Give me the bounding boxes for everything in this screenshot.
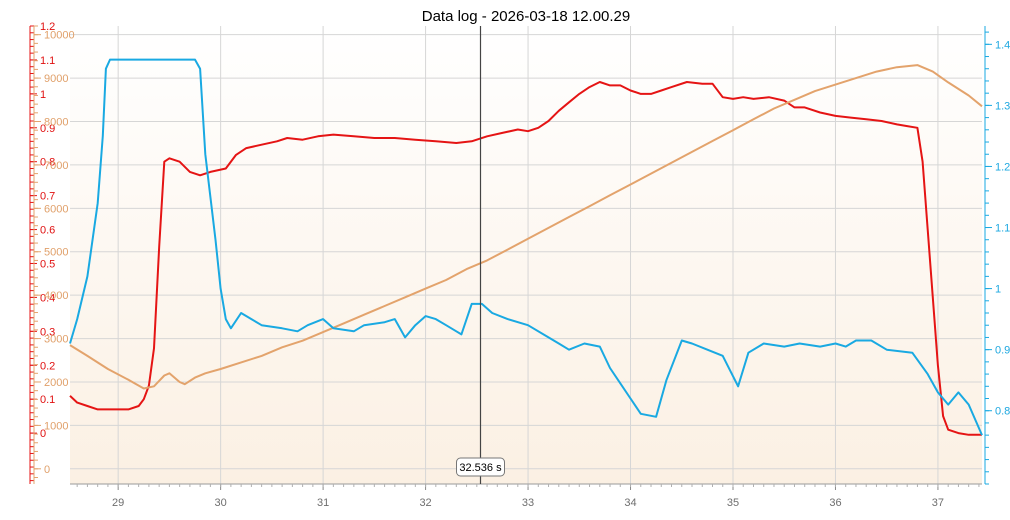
series-layer bbox=[69, 58, 983, 436]
orange-tick-label: 3000 bbox=[44, 334, 68, 346]
orange-tick-label: 9000 bbox=[44, 73, 68, 85]
red-tick-label: 0.6 bbox=[40, 225, 55, 237]
cursor-label-box[interactable] bbox=[456, 457, 506, 477]
blue-tick-label: 1.3 bbox=[995, 100, 1010, 112]
orange-tick-label: 4000 bbox=[44, 290, 68, 302]
grid-lines bbox=[70, 26, 982, 484]
red-tick-label: 0.3 bbox=[40, 326, 55, 338]
red-tick-label: 1.1 bbox=[40, 55, 55, 67]
orange-tick-label: 6000 bbox=[44, 203, 68, 215]
x-tick-label: 37 bbox=[932, 497, 944, 509]
x-tick-label: 29 bbox=[112, 497, 124, 509]
red-tick-label: 0.1 bbox=[40, 394, 55, 406]
blue-tick-label: 0.8 bbox=[995, 406, 1010, 418]
x-tick-label: 32 bbox=[419, 497, 431, 509]
red-tick-label: 0 bbox=[40, 428, 46, 440]
x-tick-label: 34 bbox=[624, 497, 636, 509]
blue-tick-label: 0.9 bbox=[995, 345, 1010, 357]
blue-tick-label: 1.1 bbox=[995, 223, 1010, 235]
series-line-blue bbox=[69, 58, 983, 436]
plot-area[interactable] bbox=[70, 26, 982, 484]
orange-tick-label: 0 bbox=[44, 464, 50, 476]
red-tick-label: 0.9 bbox=[40, 123, 55, 135]
series-line-orange bbox=[69, 64, 983, 390]
red-tick-label: 1 bbox=[40, 89, 46, 101]
blue-tick-label: 1 bbox=[995, 284, 1001, 296]
red-tick-label: 0.2 bbox=[40, 360, 55, 372]
orange-tick-label: 2000 bbox=[44, 377, 68, 389]
cursor-label: 32.536 s bbox=[459, 462, 502, 474]
red-tick-label: 0.8 bbox=[40, 157, 55, 169]
x-tick-label: 31 bbox=[317, 497, 329, 509]
orange-tick-label: 8000 bbox=[44, 117, 68, 129]
blue-tick-label: 1.4 bbox=[995, 39, 1010, 51]
x-tick-label: 30 bbox=[215, 497, 227, 509]
orange-tick-label: 1000 bbox=[44, 420, 68, 432]
axes: 29 30 31 32 33 34 35 36 37 0 0.1 0.2 0.3 0.4 0.5 0.6 0.7… bbox=[29, 21, 1010, 509]
orange-tick-label: 10000 bbox=[44, 30, 75, 42]
orange-tick-label: 5000 bbox=[44, 247, 68, 259]
x-tick-label: 33 bbox=[522, 497, 534, 509]
chart-title: Data log - 2026-03-18 12.00.29 bbox=[422, 8, 630, 25]
x-tick-label: 35 bbox=[727, 497, 739, 509]
red-tick-label: 1.2 bbox=[40, 21, 55, 33]
time-cursor[interactable]: 32.536 s bbox=[456, 26, 506, 484]
series-line-red bbox=[69, 81, 982, 436]
red-tick-label: 0.5 bbox=[40, 258, 55, 270]
red-tick-label: 0.4 bbox=[40, 292, 55, 304]
blue-tick-label: 1.2 bbox=[995, 161, 1010, 173]
x-tick-label: 36 bbox=[829, 497, 841, 509]
orange-tick-label: 7000 bbox=[44, 160, 68, 172]
red-tick-label: 0.7 bbox=[40, 191, 55, 203]
